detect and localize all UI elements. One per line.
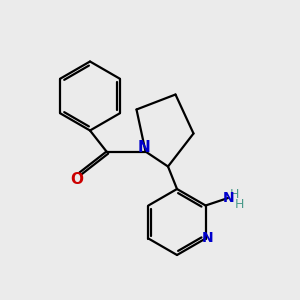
Text: N: N: [138, 140, 150, 155]
Text: H: H: [230, 188, 239, 201]
Text: N: N: [201, 232, 213, 245]
Text: H: H: [235, 198, 244, 212]
Text: O: O: [70, 172, 84, 187]
Text: N: N: [223, 191, 235, 205]
